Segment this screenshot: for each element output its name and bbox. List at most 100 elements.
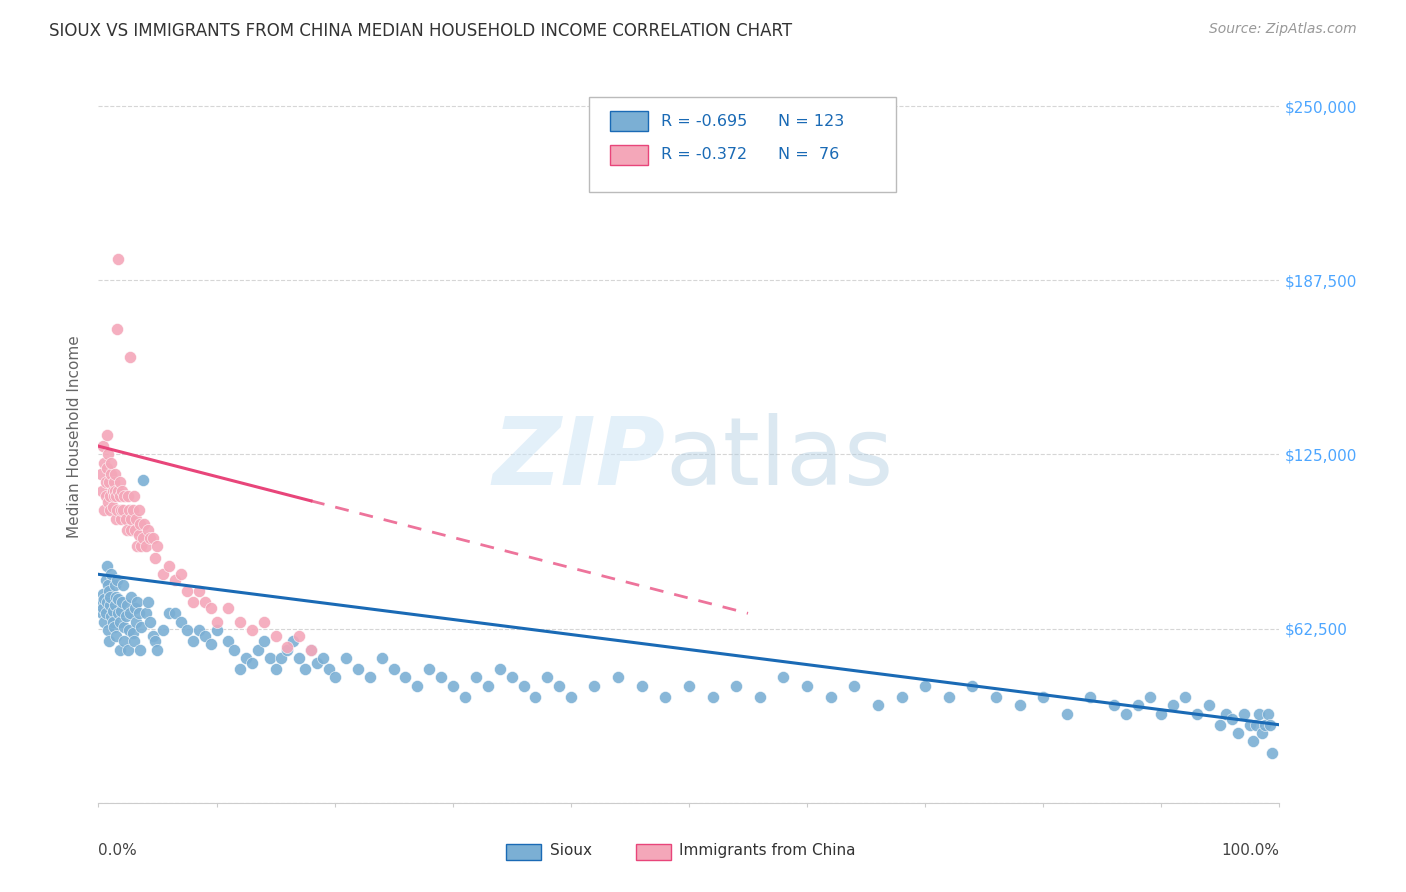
Point — [132, 531, 155, 545]
Point — [142, 531, 165, 545]
Point — [128, 517, 150, 532]
Text: N = 123: N = 123 — [778, 113, 844, 128]
Point — [335, 651, 357, 665]
Point — [105, 590, 128, 604]
Point — [121, 523, 143, 537]
Point — [200, 637, 222, 651]
Point — [607, 670, 630, 684]
Point — [1249, 706, 1271, 721]
Point — [117, 642, 139, 657]
Point — [100, 609, 122, 624]
Point — [229, 662, 252, 676]
Point — [229, 615, 252, 629]
Point — [200, 600, 222, 615]
Point — [96, 595, 118, 609]
Point — [253, 634, 276, 648]
Point — [194, 629, 217, 643]
Point — [299, 642, 322, 657]
Point — [128, 642, 150, 657]
Point — [1198, 698, 1220, 713]
Point — [132, 473, 155, 487]
Point — [430, 670, 453, 684]
Point — [165, 573, 187, 587]
Point — [104, 467, 127, 481]
Point — [181, 595, 204, 609]
Point — [112, 634, 135, 648]
Point — [101, 483, 124, 498]
Point — [108, 475, 131, 490]
Point — [105, 322, 128, 336]
Point — [796, 679, 818, 693]
Point — [1261, 746, 1284, 760]
Point — [121, 590, 143, 604]
Point — [115, 523, 138, 537]
Point — [318, 662, 340, 676]
Point — [107, 252, 129, 267]
Point — [107, 592, 129, 607]
Point — [139, 531, 162, 545]
Point — [90, 595, 112, 609]
Text: Sioux: Sioux — [550, 843, 592, 858]
Point — [512, 679, 534, 693]
Point — [1215, 706, 1237, 721]
Point — [406, 679, 429, 693]
Point — [1008, 698, 1031, 713]
Point — [97, 495, 120, 509]
Point — [146, 642, 169, 657]
Point — [235, 651, 257, 665]
Point — [382, 662, 405, 676]
Point — [136, 595, 159, 609]
Point — [125, 511, 148, 525]
Point — [120, 607, 142, 621]
Point — [105, 503, 128, 517]
Point — [98, 503, 121, 517]
Point — [359, 670, 381, 684]
Point — [1239, 718, 1261, 732]
Point — [101, 615, 124, 629]
Point — [134, 517, 156, 532]
Point — [91, 587, 114, 601]
Point — [524, 690, 547, 704]
Point — [128, 607, 150, 621]
Point — [105, 573, 128, 587]
Point — [1233, 706, 1256, 721]
Point — [107, 483, 129, 498]
Text: atlas: atlas — [665, 413, 894, 505]
Point — [107, 607, 129, 621]
Point — [110, 511, 132, 525]
Point — [1244, 718, 1267, 732]
Point — [477, 679, 499, 693]
Point — [240, 623, 263, 637]
Point — [122, 489, 145, 503]
Point — [890, 690, 912, 704]
Point — [122, 634, 145, 648]
Point — [114, 609, 136, 624]
Point — [305, 657, 328, 671]
Point — [1209, 718, 1232, 732]
Point — [264, 662, 287, 676]
Point — [98, 475, 121, 490]
Point — [124, 600, 146, 615]
Point — [135, 540, 157, 554]
Point — [100, 567, 122, 582]
Bar — [610, 145, 648, 165]
Point — [146, 540, 169, 554]
Point — [276, 640, 298, 654]
Bar — [610, 111, 648, 131]
Point — [347, 662, 370, 676]
Point — [127, 595, 149, 609]
Point — [702, 690, 724, 704]
Point — [143, 550, 166, 565]
Point — [536, 670, 558, 684]
Point — [97, 623, 120, 637]
Point — [96, 461, 118, 475]
Point — [240, 657, 263, 671]
Point — [104, 598, 127, 612]
Point — [418, 662, 440, 676]
Point — [112, 578, 135, 592]
Point — [96, 558, 118, 573]
Point — [276, 642, 298, 657]
Point — [270, 651, 292, 665]
Point — [205, 623, 228, 637]
Point — [1032, 690, 1054, 704]
